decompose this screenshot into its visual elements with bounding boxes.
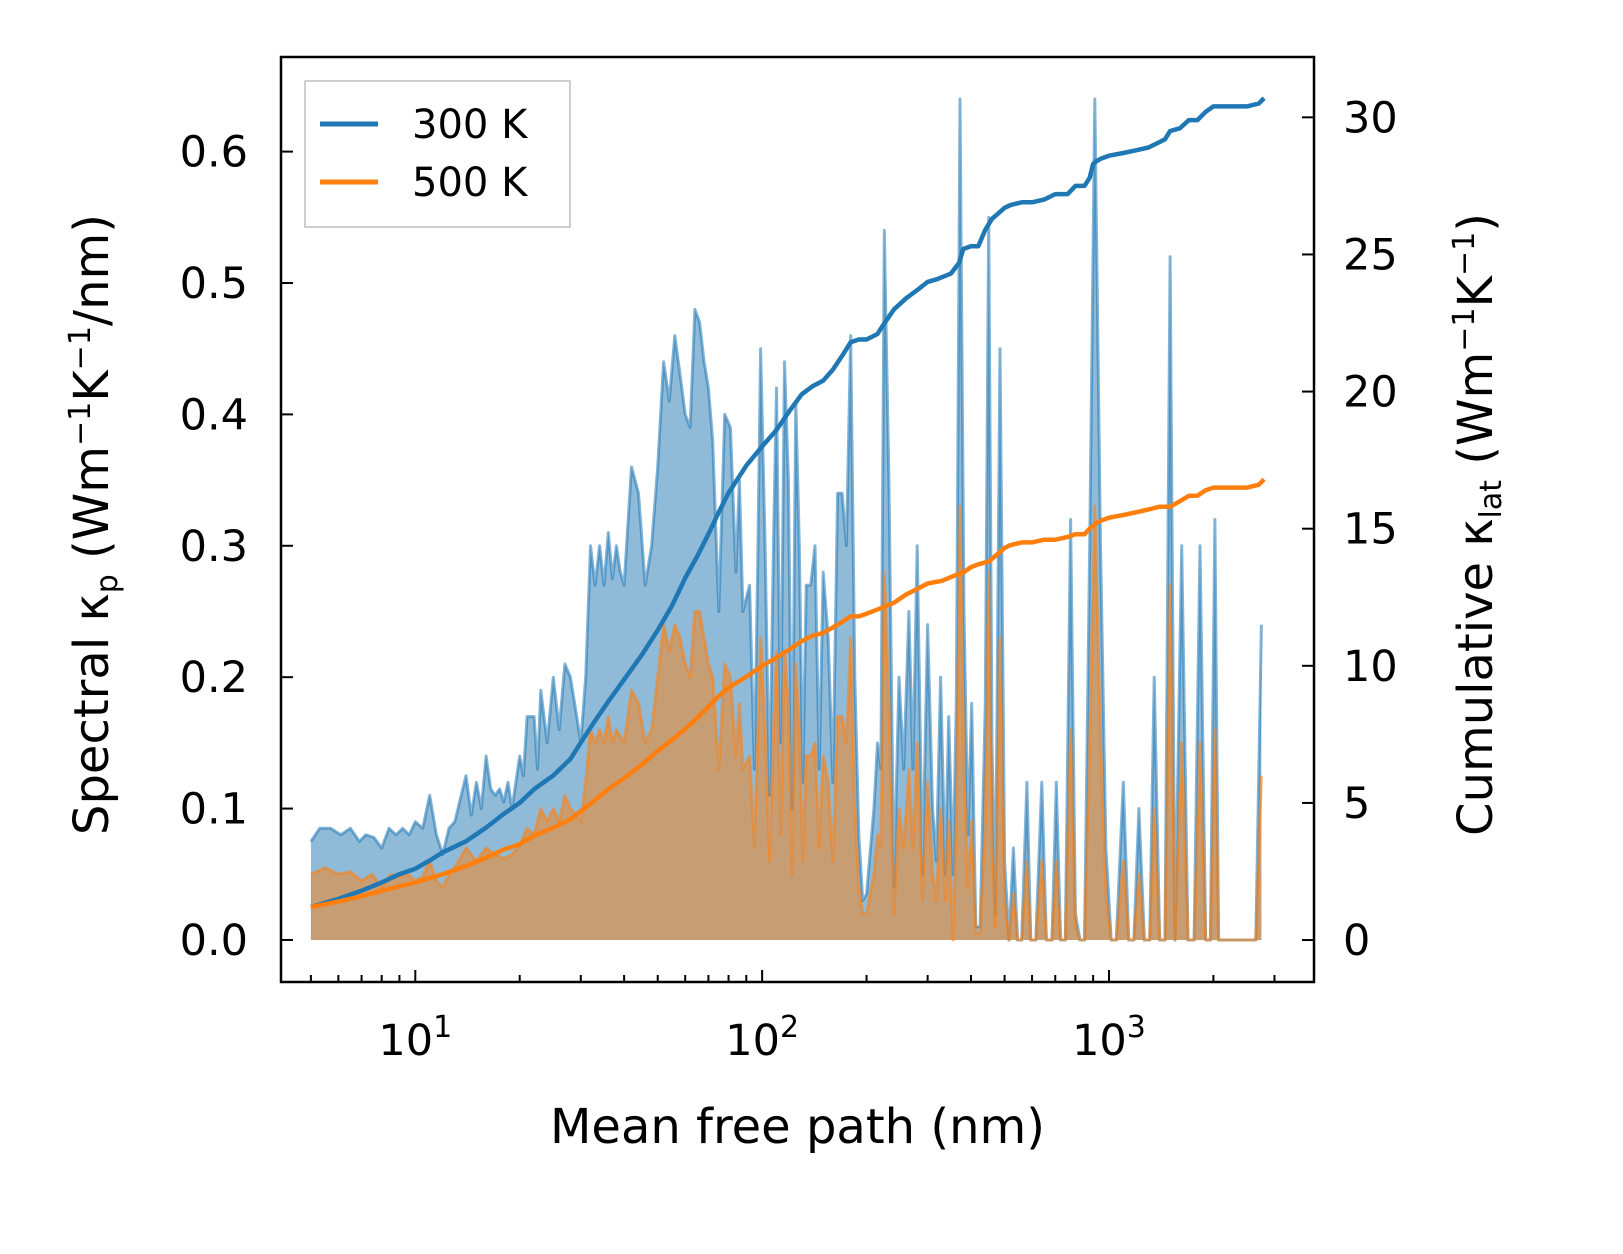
right-label-subscript: lat: [1474, 480, 1509, 519]
right-label-k: K: [1448, 275, 1504, 308]
legend-label-300k: 300 K: [412, 102, 529, 148]
spectral-line-300k: [309, 97, 1263, 942]
left-y-tick-label-4: 0.4: [180, 390, 248, 440]
left-y-tick-label-5: 0.5: [180, 259, 248, 309]
x-tick-exponent-2: 3: [1127, 1010, 1146, 1045]
right-y-tick-label-4: 20: [1343, 368, 1398, 418]
legend: 300 K 500 K: [304, 80, 571, 228]
x-tick-exponent-1: 2: [780, 1010, 799, 1045]
right-label-prefix: Cumulative κ: [1448, 518, 1504, 836]
right-y-tick-label-2: 10: [1343, 642, 1398, 692]
right-y-tick-label-5: 25: [1343, 230, 1398, 280]
legend-box: [304, 80, 571, 228]
left-y-axis-label: Spectral κp (Wm−1K−1/nm): [63, 214, 125, 835]
left-label-subscript: p: [90, 574, 125, 593]
right-y-tick-label-0: 0: [1343, 916, 1370, 966]
left-y-tick-label-6: 0.6: [180, 128, 248, 178]
x-tick-label-1: 102: [725, 1010, 799, 1066]
right-label-mid: (Wm: [1448, 352, 1504, 480]
left-y-tick-label-2: 0.2: [180, 653, 248, 703]
x-axis-label: Mean free path (nm): [550, 1099, 1045, 1155]
right-y-tick-label-6: 30: [1343, 93, 1398, 143]
series-layer: [309, 96, 1266, 942]
x-tick-base-1: 10: [725, 1016, 780, 1066]
x-tick-label-2: 103: [1072, 1010, 1146, 1066]
plot-frame: [279, 55, 1316, 984]
x-tick-exponent-0: 1: [433, 1010, 452, 1045]
right-y-tick-label-1: 5: [1343, 779, 1370, 829]
left-label-k: K: [64, 369, 120, 402]
right-label-suffix: ): [1448, 213, 1504, 232]
legend-label-500k: 500 K: [412, 160, 529, 206]
left-label-prefix: Spectral κ: [64, 593, 120, 835]
right-label-sup1: −1: [1447, 308, 1482, 352]
right-y-tick-label-3: 15: [1343, 505, 1398, 555]
left-label-sup1: −1: [63, 402, 98, 446]
spectral-line-500k: [310, 504, 1263, 942]
tick-layer: 101 102 1030.00.10.20.30.40.50.60510152025…: [180, 93, 1398, 1066]
left-y-tick-label-3: 0.3: [180, 522, 248, 572]
x-tick-label-0: 101: [378, 1010, 452, 1066]
left-label-mid: (Wm: [64, 446, 120, 574]
left-label-suffix: /nm): [64, 214, 120, 326]
x-tick-base-2: 10: [1072, 1016, 1127, 1066]
cumulative-line-300k: [310, 96, 1266, 910]
left-y-tick-label-0: 0.0: [180, 916, 248, 966]
right-label-sup2: −1: [1447, 232, 1482, 276]
left-y-tick-label-1: 0.1: [180, 785, 248, 835]
left-label-sup2: −1: [63, 326, 98, 370]
x-tick-base-0: 10: [378, 1016, 433, 1066]
cumulative-line-500k: [310, 477, 1266, 910]
right-y-axis-label: Cumulative κlat (Wm−1K−1): [1447, 213, 1509, 836]
